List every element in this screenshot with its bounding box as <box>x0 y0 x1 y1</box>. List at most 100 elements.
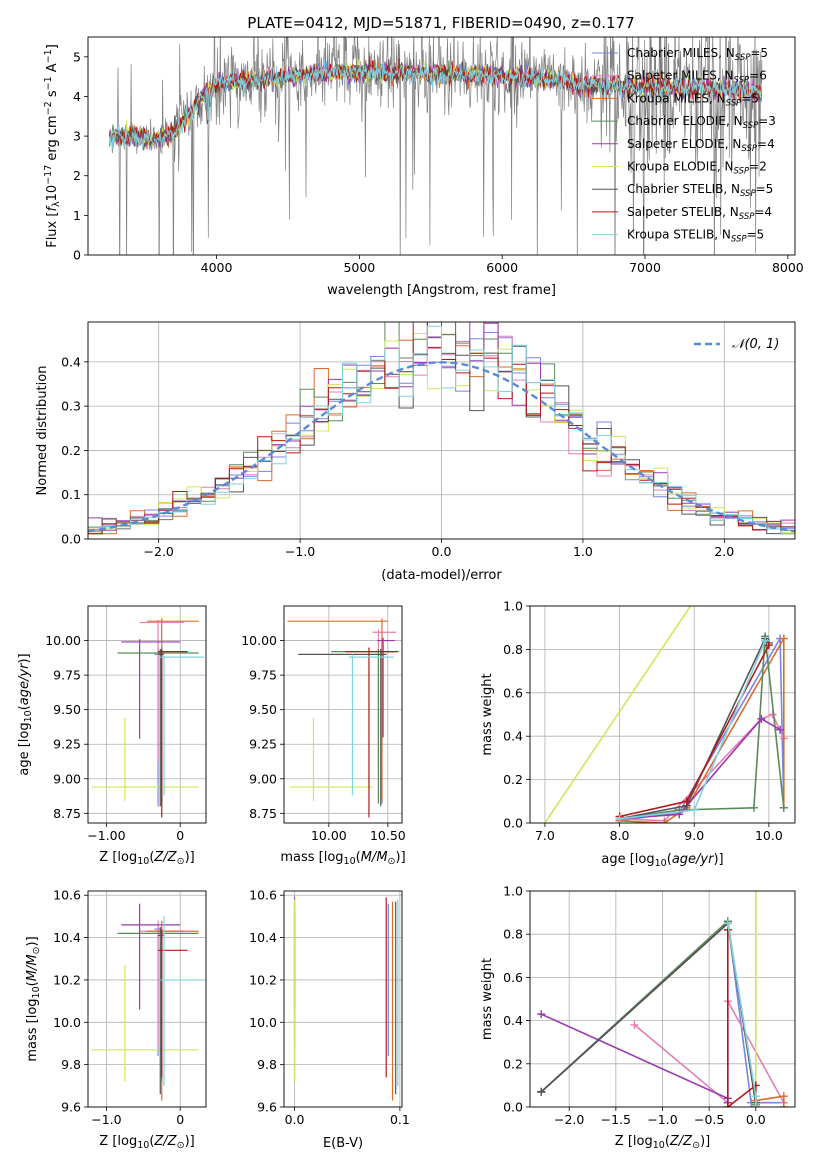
age_vs_Z-xtick-label: −1.00 <box>87 828 125 843</box>
legend-label-sub: SSP <box>740 189 756 199</box>
age-vs-Z-ylabel-part: age [log <box>17 722 32 775</box>
legend-label: Salpeter STELIB, NSSP=4 <box>627 205 772 222</box>
mass_vs_ebv-ytick-label: 10.0 <box>249 1015 277 1030</box>
weight-vs-age-xlabel-part: ( <box>667 852 672 867</box>
weight-marker <box>779 803 788 812</box>
age-vs-Z-xlabel: Z [log10(Z/Z⊙)] <box>99 850 194 867</box>
legend-label: Salpeter MILES, NSSP=6 <box>627 69 767 86</box>
weight_vs_Z-panel: −2.0 −1.5 −1.0 −0.5 0.0 0.0 0.2 0.4 0.6 0.8 1.0 Z [… <box>480 884 796 1151</box>
residuals-ylabel: Normed distribution <box>35 366 50 496</box>
spectrum-ytick-label: 3 <box>73 129 81 144</box>
weight-marker <box>537 1087 546 1096</box>
mass-vs-Z-xlabel-part: ( <box>149 1134 154 1149</box>
histogram-line <box>88 325 795 535</box>
legend-label-suffix: =2 <box>749 160 767 174</box>
legend-label-suffix: =5 <box>747 228 765 242</box>
mass-vs-Z-ylabel: mass [log10(M/M⊙)] <box>25 936 42 1061</box>
weight-marker <box>779 634 788 643</box>
age_vs_mass-ytick-label: 9.00 <box>249 771 277 786</box>
legend-label-text: Kroupa STELIB, N <box>627 228 731 242</box>
legend-label-sub: SSP <box>739 212 755 222</box>
residuals-xtick-label: −2.0 <box>144 544 174 559</box>
spectrum-plot-area <box>108 37 763 255</box>
weight_vs_Z-ytick-label: 0.4 <box>503 1013 523 1028</box>
age_vs_Z-ytick-label: 9.75 <box>53 668 81 683</box>
weight_vs_Z-ytick-label: 0.0 <box>503 1100 523 1115</box>
legend-label-suffix: =5 <box>741 91 759 105</box>
spectrum-ytick-label: 5 <box>73 49 81 64</box>
weight-vs-Z-xlabel-part: Z/Z <box>669 1134 693 1149</box>
weight_vs_Z-frame <box>529 890 796 1108</box>
weight-line <box>619 717 781 820</box>
legend-label: Salpeter ELODIE, NSSP=4 <box>627 137 775 154</box>
age_vs_Z-ytick-label: 8.75 <box>53 806 81 821</box>
age-vs-mass-xlabel: mass [log10(M/M⊙)] <box>280 850 405 867</box>
spectrum-xlabel: wavelength [Angstrom, rest frame] <box>327 283 556 298</box>
age_vs_Z-ytick-label: 10.00 <box>45 633 81 648</box>
histogram-line <box>88 322 795 535</box>
residuals-xlabel: (data-model)/error <box>381 568 502 583</box>
weight-marker <box>660 819 669 823</box>
mass_vs_Z-ytick-label: 10.6 <box>53 888 81 903</box>
mass_vs_Z-xtick-label: 0 <box>176 1112 184 1127</box>
mass-vs-Z-ylabel-part: 10 <box>31 986 42 998</box>
figure-title: PLATE=0412, MJD=51871, FIBERID=0490, z=0… <box>247 14 634 32</box>
legend-label-suffix: =5 <box>756 182 774 196</box>
legend-label-sub: SSP <box>734 167 750 177</box>
mass-vs-Z-xlabel-part: Z [log <box>99 1134 137 1149</box>
weight-marker <box>751 1092 760 1101</box>
legend-label: 𝒩(0, 1) <box>732 337 779 352</box>
spectrum-ylabel-part: f <box>45 205 60 212</box>
weight_vs_age-ytick-label: 0.8 <box>503 642 523 657</box>
legend-label-suffix: =6 <box>749 69 767 83</box>
legend-label: Chabrier MILES, NSSP=5 <box>627 46 768 63</box>
weight-vs-age-xlabel-part: age/yr <box>672 852 715 867</box>
weight-vs-Z-xlabel-part: )] <box>700 1134 710 1149</box>
age-vs-Z-ylabel: age [log10(age/yr)] <box>17 653 34 775</box>
weight_vs_age-frame <box>529 605 796 824</box>
mass-vs-ebv-xlabel: E(B-V) <box>323 1136 363 1151</box>
spectrum-ylabel-part: −2 <box>43 101 54 115</box>
spectrum-xtick-label: 5000 <box>343 260 375 275</box>
legend-label-text: Kroupa ELODIE, N <box>627 160 734 174</box>
weight_vs_age-ylabel-part: mass weight <box>480 673 495 755</box>
mass-vs-Z-xlabel: Z [log10(Z/Z⊙)] <box>99 1134 194 1151</box>
age-vs-Z-xlabel-part: Z [log <box>99 850 137 865</box>
weight-line <box>544 606 692 823</box>
residuals-ytick-label: 0.1 <box>61 487 81 502</box>
spectrum-model-line <box>108 59 763 150</box>
weight-line <box>540 919 757 1105</box>
weight_vs_Z-ytick-label: 0.6 <box>503 970 523 985</box>
age_vs_Z-ytick-label: 9.50 <box>53 702 81 717</box>
age_vs_mass-ytick-label: 9.25 <box>249 737 277 752</box>
mass_vs_Z-ytick-label: 9.8 <box>61 1057 81 1072</box>
legend-label: Kroupa STELIB, NSSP=5 <box>627 228 764 245</box>
weight_vs_age-ytick-label: 0.6 <box>503 685 523 700</box>
weight_vs_age-xtick-label: 7.0 <box>535 828 555 843</box>
age-vs-Z-ylabel-part: ( <box>17 705 32 710</box>
spectrum-ylabel-part: −1 <box>43 76 54 90</box>
mass-vs-Z-xlabel-part: Z/Z <box>153 1134 177 1149</box>
legend-label-sub: SSP <box>731 235 747 245</box>
residuals-xtick-label: −1.0 <box>285 544 315 559</box>
mass_vs_ebv-ytick-label: 10.4 <box>249 930 277 945</box>
weight-marker <box>751 1081 760 1090</box>
spectrum-ylabel: Flux [fλ10−17 erg cm−2 s−1 A−1] <box>43 44 62 248</box>
spectrum-ylabel-part: Flux [ <box>45 212 60 248</box>
weight_vs_age-plot-area <box>544 606 788 823</box>
weight-marker <box>630 1020 639 1029</box>
residuals-xtick-label: 0.0 <box>432 544 452 559</box>
mass_vs_ebv-plot-area <box>293 897 399 1101</box>
spectrum-ylabel-part: A <box>45 63 60 76</box>
mass-vs-Z-ylabel-part: ⊙ <box>31 947 42 955</box>
residuals-xtick-label: 1.0 <box>573 544 593 559</box>
legend-label: Chabrier ELODIE, NSSP=3 <box>627 114 776 131</box>
weight_vs_age-ylabel: mass weight <box>480 673 495 755</box>
residuals-xtick-label: 2.0 <box>714 544 734 559</box>
legend-label-sub: SSP <box>734 76 750 86</box>
age_vs_Z-plot-area <box>91 618 205 818</box>
age-vs-mass-xlabel-part: 10 <box>344 856 356 867</box>
weight_vs_Z-plot-area <box>537 891 788 1107</box>
age-vs-Z-xlabel-part: Z/Z <box>153 850 177 865</box>
